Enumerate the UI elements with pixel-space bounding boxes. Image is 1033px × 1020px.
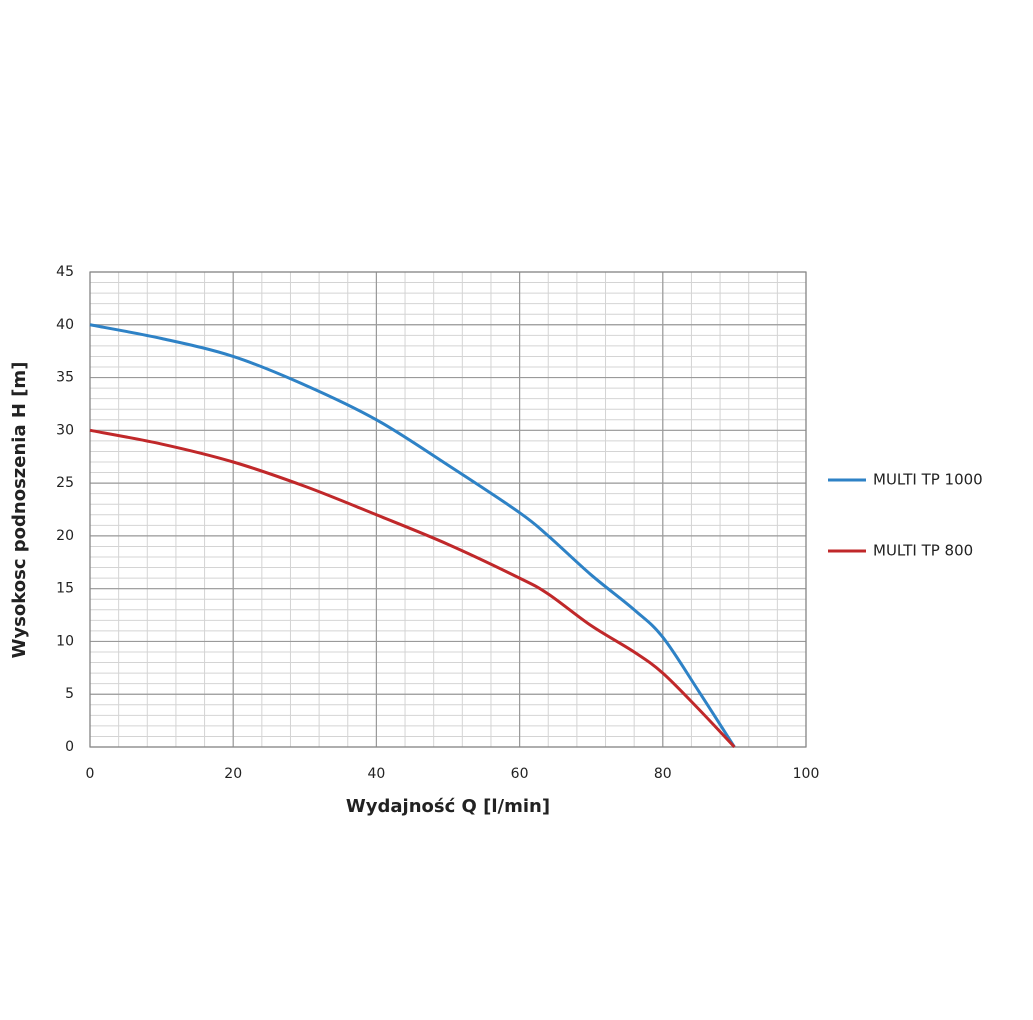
x-tick-label: 60 xyxy=(511,766,529,782)
series-line xyxy=(89,323,736,748)
y-tick-label: 40 xyxy=(56,317,74,333)
y-axis-title: Wysokosc podnoszenia H [m] xyxy=(9,362,30,659)
series-line xyxy=(89,428,736,749)
y-tick-label: 45 xyxy=(56,264,74,280)
y-tick-label: 0 xyxy=(65,739,74,755)
x-tick-label: 40 xyxy=(367,766,385,782)
y-tick-label: 15 xyxy=(56,581,74,597)
y-tick-label: 35 xyxy=(56,370,74,386)
y-tick-label: 30 xyxy=(56,422,74,438)
x-axis-title: Wydajność Q [l/min] xyxy=(346,796,550,817)
legend-label: MULTI TP 1000 xyxy=(873,471,983,489)
y-tick-label: 10 xyxy=(56,633,74,649)
x-tick-label: 100 xyxy=(793,766,820,782)
x-tick-label: 0 xyxy=(86,766,95,782)
y-tick-label: 25 xyxy=(56,475,74,491)
x-tick-label: 20 xyxy=(224,766,242,782)
y-tick-label: 5 xyxy=(65,686,74,702)
y-tick-label: 20 xyxy=(56,528,74,544)
x-tick-label: 80 xyxy=(654,766,672,782)
legend-label: MULTI TP 800 xyxy=(873,542,973,560)
plot-border xyxy=(89,271,807,748)
